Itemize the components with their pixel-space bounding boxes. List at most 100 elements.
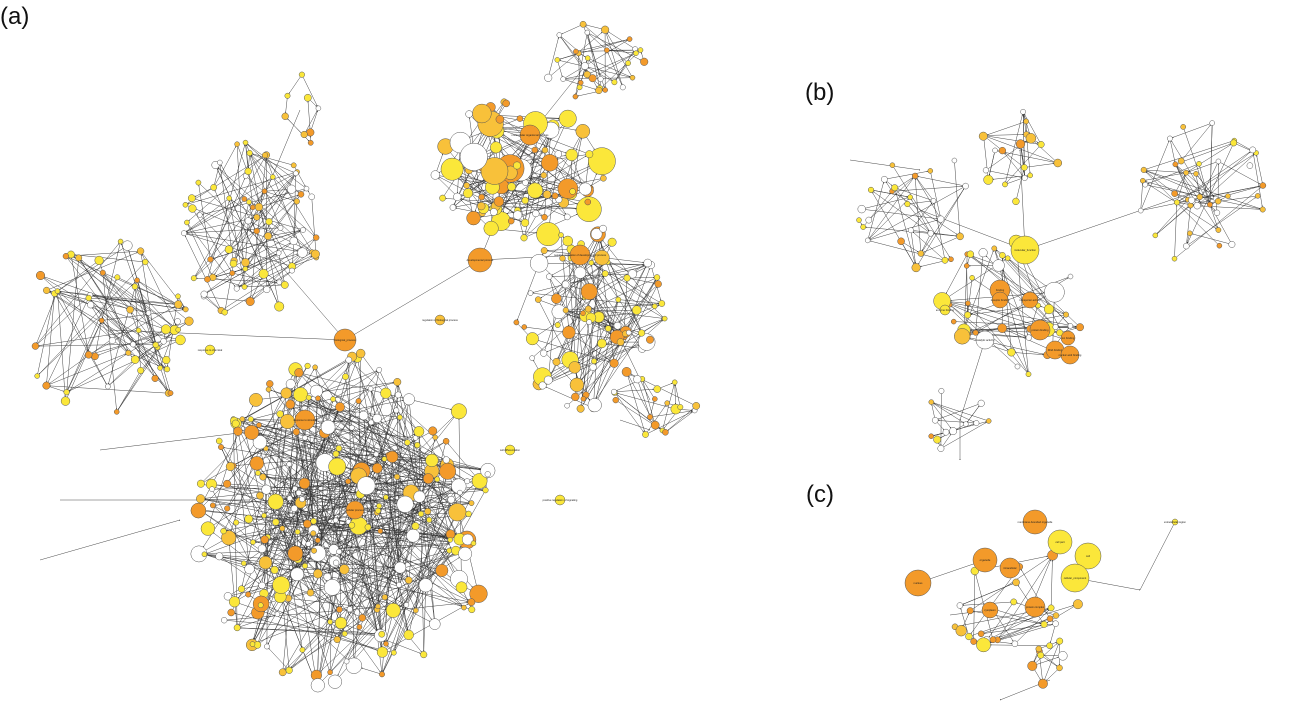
- network-node: [1173, 199, 1180, 206]
- network-edge: [353, 360, 378, 419]
- network-node: [544, 73, 553, 82]
- network-node: [372, 462, 383, 474]
- node-label: response to chemical: [198, 348, 223, 352]
- network-edge: [140, 330, 181, 341]
- network-edge: [295, 257, 317, 266]
- network-edge: [591, 262, 653, 305]
- network-edge: [278, 437, 306, 495]
- network-node: [160, 324, 171, 335]
- node-label: cell: [1086, 554, 1090, 558]
- network-node: [590, 228, 603, 240]
- node-label: biological_process: [334, 338, 356, 342]
- network-node: [245, 591, 252, 598]
- network-node: [604, 47, 610, 53]
- network-edge: [580, 243, 640, 331]
- network-edge: [609, 49, 637, 54]
- network-node: [621, 367, 632, 377]
- network-node: [131, 283, 139, 290]
- network-node: [1020, 108, 1026, 115]
- network-edge: [438, 177, 491, 229]
- network-edge: [90, 299, 168, 370]
- network-edge: [263, 493, 267, 516]
- network-edge: [302, 623, 329, 651]
- network-node: [264, 232, 273, 241]
- network-node: [334, 616, 347, 630]
- network-edge: [539, 135, 591, 189]
- network-node: [589, 363, 597, 371]
- network-node: [483, 220, 499, 236]
- network-edge: [1256, 155, 1264, 186]
- node-label: response to stimulus: [293, 418, 317, 422]
- network-edge: [576, 301, 618, 385]
- network-node: [404, 576, 413, 584]
- network-edge: [916, 178, 941, 220]
- network-node: [638, 329, 646, 337]
- network-node: [330, 396, 336, 402]
- network-node: [490, 141, 502, 154]
- network-node: [303, 185, 310, 192]
- network-edge: [107, 346, 154, 387]
- network-edge: [54, 293, 107, 385]
- network-edge: [300, 417, 351, 610]
- network-node: [286, 184, 297, 194]
- network-node: [651, 303, 658, 310]
- network-edge: [662, 384, 675, 431]
- network-edge: [617, 266, 647, 326]
- network-edge: [49, 291, 167, 361]
- network-node: [447, 537, 453, 543]
- network-edge: [593, 345, 620, 404]
- network-edge: [990, 644, 1050, 646]
- network-node: [308, 193, 315, 201]
- network-node: [654, 280, 662, 288]
- network-edge: [73, 256, 131, 310]
- network-node: [261, 188, 268, 195]
- network-node: [1021, 175, 1028, 181]
- network-edge: [249, 152, 294, 173]
- network-edge: [336, 511, 402, 640]
- network-edge: [387, 397, 408, 443]
- network-node: [311, 547, 317, 554]
- network-node: [1140, 166, 1147, 173]
- network-node: [346, 606, 353, 613]
- network-edge: [637, 379, 650, 415]
- network-edge: [227, 483, 414, 497]
- network-node: [345, 478, 352, 485]
- network-node: [948, 256, 954, 263]
- network-node: [625, 60, 631, 66]
- network-node: [381, 594, 388, 601]
- network-edge: [207, 253, 298, 280]
- network-edge: [581, 341, 621, 387]
- network-edge: [245, 142, 299, 193]
- network-node: [1025, 133, 1037, 144]
- network-node: [375, 603, 381, 610]
- network-node: [197, 212, 203, 218]
- network-node: [989, 636, 997, 644]
- network-edge: [293, 165, 306, 187]
- network-node: [585, 150, 594, 159]
- network-node: [397, 414, 403, 421]
- network-node: [1137, 207, 1144, 214]
- network-node: [447, 495, 455, 504]
- network-node: [562, 307, 569, 314]
- network-node: [328, 457, 347, 476]
- network-node: [244, 167, 252, 175]
- network-node: [1207, 201, 1213, 208]
- network-node: [244, 514, 254, 524]
- network-node: [1046, 615, 1054, 622]
- network-edge: [117, 370, 141, 410]
- network-node: [619, 84, 626, 91]
- network-node: [152, 341, 159, 349]
- network-node: [258, 581, 266, 590]
- network-edge: [933, 203, 946, 261]
- network-edge: [269, 538, 340, 610]
- network-node: [314, 537, 321, 544]
- network-node: [591, 358, 598, 365]
- network-node: [520, 234, 528, 242]
- network-node: [564, 213, 571, 221]
- network-node: [489, 208, 498, 216]
- network-node: [182, 202, 189, 208]
- network-node: [218, 444, 224, 451]
- network-edge: [458, 418, 462, 588]
- network-node: [546, 273, 553, 280]
- network-node: [580, 396, 587, 402]
